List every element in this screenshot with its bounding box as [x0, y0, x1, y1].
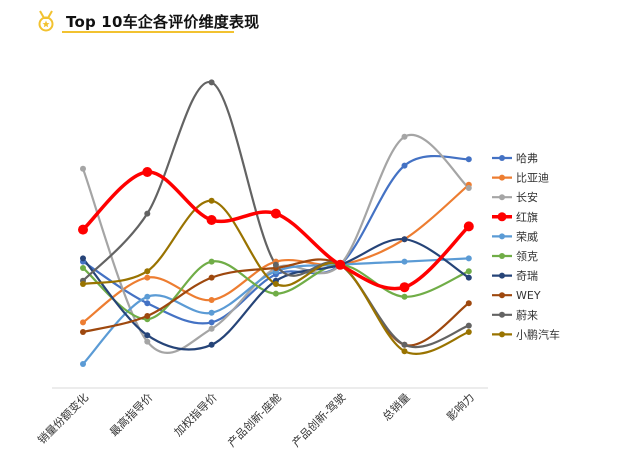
legend-item-6[interactable]: 领克 [492, 250, 538, 263]
data-point-4-3 [206, 215, 217, 225]
data-point-1-2 [144, 300, 151, 307]
series-lines [81, 81, 471, 366]
legend-item-10[interactable]: 小鹏汽车 [492, 327, 560, 341]
x-tick-label: 总销量 [379, 390, 412, 423]
legend-label: 荣威 [516, 230, 538, 243]
x-tick-label: 产品创新-座舱 [225, 390, 284, 449]
legend-item-5[interactable]: 荣威 [492, 230, 538, 243]
data-point-1-3 [208, 319, 215, 326]
data-point-7-2 [144, 332, 151, 339]
data-point-6-1 [80, 265, 86, 271]
x-tick-label: 最高指导价 [107, 390, 156, 439]
legend-swatch-marker [499, 331, 505, 338]
data-point-7-6 [401, 236, 408, 243]
data-point-6-6 [401, 293, 408, 300]
data-point-5-3 [208, 309, 215, 316]
legend-item-8[interactable]: WEY [492, 289, 541, 302]
data-point-3-6 [401, 133, 408, 140]
data-point-5-7 [465, 255, 472, 262]
legend-label: 蔚来 [516, 309, 538, 322]
data-point-3-3 [208, 325, 215, 332]
data-point-4-6 [399, 282, 410, 293]
legend-item-3[interactable]: 长安 [492, 190, 538, 204]
data-point-2-2 [144, 274, 151, 281]
legend-label: 小鹏汽车 [516, 327, 560, 341]
series-points [78, 79, 474, 367]
legend-label: 长安 [516, 190, 538, 204]
data-point-8-7 [465, 300, 472, 307]
data-point-10-6 [401, 348, 408, 355]
legend-label: 红旗 [516, 210, 538, 224]
x-axis-ticks: 销量份额变化 最高指导价 加权指导价 产品创新-座舱 产品创新-驾驶 总销量 影响力 [35, 390, 477, 449]
data-point-5-2 [144, 293, 151, 300]
x-tick-label: 影响力 [444, 391, 477, 424]
legend-swatch-marker [499, 272, 505, 279]
data-point-8-1 [80, 329, 86, 335]
x-tick-label: 加权指导价 [171, 390, 220, 439]
data-point-7-1 [80, 255, 86, 262]
page-title: Top 10车企各评价维度表现 [66, 12, 260, 31]
legend-item-7[interactable]: 奇瑞 [492, 269, 538, 283]
data-point-9-7 [465, 322, 472, 329]
legend-swatch-marker [499, 311, 505, 318]
legend-swatch-marker [499, 194, 505, 201]
data-point-2-3 [208, 297, 215, 303]
legend-item-2[interactable]: 比亚迪 [492, 172, 549, 185]
medal-icon [38, 10, 54, 32]
data-point-4-5 [335, 259, 346, 270]
legend-swatch-marker [497, 212, 507, 222]
data-point-6-4 [272, 290, 279, 297]
data-point-6-7 [465, 268, 472, 275]
data-point-2-1 [80, 319, 86, 326]
data-point-4-7 [463, 221, 474, 232]
data-point-8-2 [144, 313, 151, 319]
series-line-3 [81, 133, 470, 355]
data-point-3-7 [465, 185, 472, 191]
data-point-7-7 [465, 274, 472, 281]
data-point-10-2 [144, 268, 151, 275]
data-point-4-1 [78, 224, 88, 235]
legend-swatch-marker [499, 174, 505, 181]
data-point-1-7 [465, 156, 472, 163]
series-line-9 [81, 81, 470, 349]
data-point-1-6 [401, 162, 408, 169]
legend-item-1[interactable]: 哈弗 [492, 151, 538, 165]
data-point-10-1 [80, 281, 86, 287]
data-point-3-2 [144, 338, 151, 345]
legend-label: 比亚迪 [516, 172, 549, 185]
data-point-4-4 [270, 208, 281, 219]
data-point-9-2 [144, 210, 151, 217]
legend-swatch-marker [499, 233, 505, 240]
data-point-10-3 [208, 197, 215, 204]
legend-label: 领克 [516, 250, 538, 263]
data-point-10-7 [465, 329, 472, 335]
legend-item-4[interactable]: 红旗 [492, 210, 538, 224]
legend-label: 哈弗 [516, 151, 538, 165]
title-underline [62, 31, 234, 33]
legend-swatch-marker [499, 253, 505, 259]
legend-item-9[interactable]: 蔚来 [492, 309, 538, 322]
x-tick-label: 产品创新-驾驶 [289, 390, 348, 449]
x-tick-label: 销量份额变化 [35, 390, 92, 447]
legend-label: 奇瑞 [516, 269, 538, 283]
legend-swatch-marker [499, 155, 505, 161]
legend-label: WEY [516, 289, 541, 302]
data-point-5-1 [80, 361, 86, 367]
data-point-9-3 [208, 79, 215, 86]
data-point-3-1 [80, 165, 86, 172]
legend-swatch-marker [499, 292, 505, 299]
data-point-8-3 [208, 274, 215, 281]
series-line-2 [81, 183, 470, 324]
data-point-9-6 [401, 341, 408, 348]
chart-header: Top 10车企各评价维度表现 [36, 10, 259, 32]
data-point-6-3 [208, 258, 215, 265]
data-point-5-6 [401, 258, 408, 265]
data-point-10-4 [272, 281, 279, 287]
data-point-4-2 [142, 167, 153, 177]
data-point-7-3 [208, 341, 215, 348]
data-point-9-4 [272, 261, 279, 268]
